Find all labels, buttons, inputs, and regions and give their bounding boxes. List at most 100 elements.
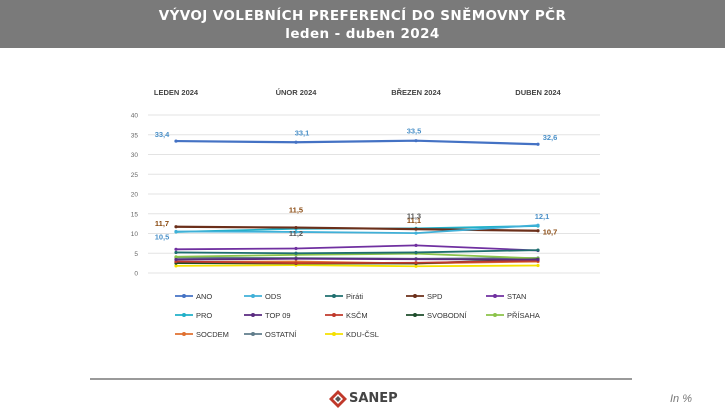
legend-marker: [182, 313, 186, 317]
data-point: [174, 247, 178, 251]
y-tick-label: 30: [131, 152, 139, 159]
data-point: [414, 264, 418, 268]
data-label: 33,1: [295, 128, 310, 137]
chart-title: VÝVOJ VOLEBNÍCH PREFERENCÍ DO SNĚMOVNY P…: [158, 8, 567, 24]
legend-label: KDU-ČSL: [346, 330, 379, 339]
legend-label: ANO: [196, 292, 212, 301]
legend-marker: [493, 313, 497, 317]
data-point: [414, 227, 418, 231]
data-point: [536, 248, 540, 252]
data-point: [536, 142, 540, 146]
legend-item: STAN: [486, 292, 526, 301]
legend-label: OSTATNÍ: [265, 330, 297, 339]
data-point: [414, 231, 418, 235]
data-point: [294, 261, 298, 265]
data-label: 11,7: [155, 219, 169, 228]
data-point: [536, 229, 540, 233]
legend-item: Piráti: [325, 292, 363, 301]
series-line: [175, 257, 539, 261]
chart-grid: [148, 114, 600, 274]
x-category-label: DUBEN 2024: [515, 88, 561, 97]
data-point: [414, 261, 418, 265]
data-point: [174, 139, 178, 143]
x-category-label: LEDEN 2024: [154, 88, 199, 97]
legend-marker: [182, 294, 186, 298]
legend-item: KDU-ČSL: [325, 330, 379, 339]
legend-item: SVOBODNÍ: [406, 311, 468, 320]
y-axis-ticks: 0 5 10 15 20 25 30 35 40: [131, 113, 139, 278]
legend-marker: [332, 332, 336, 336]
legend-marker: [251, 313, 255, 317]
logo-text: SANEP: [349, 391, 398, 406]
series-line: [175, 264, 539, 268]
legend-item: OSTATNÍ: [244, 330, 297, 339]
series-line: [175, 252, 539, 260]
series-line: [175, 259, 539, 265]
legend-item: ANO: [175, 292, 212, 301]
legend-item: PRO: [175, 311, 212, 320]
y-tick-label: 10: [131, 231, 139, 238]
data-label: 11,3: [407, 211, 421, 220]
data-point: [294, 257, 298, 261]
data-point: [414, 257, 418, 261]
x-category-label: BŘEZEN 2024: [391, 88, 441, 97]
data-point: [174, 257, 178, 262]
series-line: [175, 249, 539, 255]
chart-legend: ANO ODS Piráti SPD STAN PRO TOP 09 KSČM SVOBODNÍ…: [175, 292, 540, 339]
series-line: [175, 224, 539, 235]
unit-note: In %: [670, 393, 693, 405]
data-point: [174, 225, 178, 229]
data-label: 33,4: [155, 130, 170, 139]
legend-marker: [413, 294, 417, 298]
legend-marker: [251, 332, 255, 336]
y-tick-label: 20: [131, 192, 139, 199]
legend-item: KSČM: [325, 311, 368, 320]
series-line: [175, 244, 539, 252]
legend-item: ODS: [244, 292, 281, 301]
chart-subtitle: leden - duben 2024: [285, 26, 440, 42]
series-line: [175, 139, 539, 146]
legend-label: STAN: [507, 292, 526, 301]
legend-marker: [332, 313, 336, 317]
chart-header: VÝVOJ VOLEBNÍCH PREFERENCÍ DO SNĚMOVNY P…: [0, 0, 725, 48]
y-tick-label: 35: [131, 132, 139, 139]
x-category-label: ÚNOR 2024: [276, 88, 318, 97]
legend-item: PŘÍSAHA: [486, 311, 540, 320]
footer-divider: [90, 378, 632, 380]
data-point: [174, 250, 178, 255]
legend-marker: [182, 332, 186, 336]
x-axis-categories: LEDEN 2024 ÚNOR 2024 BŘEZEN 2024 DUBEN 2024: [154, 88, 562, 97]
legend-item: SOCDEM: [175, 330, 229, 339]
data-label: 10,5: [155, 233, 170, 242]
legend-label: KSČM: [346, 311, 368, 320]
y-tick-label: 15: [131, 211, 139, 218]
data-point: [294, 251, 298, 255]
data-point: [294, 246, 298, 251]
y-tick-label: 5: [134, 251, 138, 258]
data-point: [536, 263, 540, 268]
data-label: 12,1: [535, 212, 550, 221]
data-point: [536, 257, 540, 262]
sanep-logo-icon: [329, 390, 347, 408]
legend-marker: [332, 294, 336, 298]
legend-label: SVOBODNÍ: [427, 311, 468, 320]
data-label: 33,5: [407, 127, 422, 136]
data-label: 11,1: [407, 216, 421, 225]
y-tick-label: 40: [131, 113, 139, 120]
legend-label: SOCDEM: [196, 330, 229, 339]
data-labels: 33,4 33,1 33,5 32,6 10,5 12,1 11,7 11,5 11,1 10,7…: [155, 127, 558, 242]
legend-marker: [493, 294, 497, 298]
legend-label: PŘÍSAHA: [507, 311, 540, 320]
data-point: [414, 250, 418, 255]
data-label: 11,2: [289, 229, 303, 238]
data-point: [174, 255, 178, 259]
legend-label: SPD: [427, 292, 443, 301]
data-point: [414, 139, 418, 143]
data-point: [294, 230, 298, 234]
legend-label: Piráti: [346, 292, 363, 301]
line-chart: 0 5 10 15 20 25 30 35 40 LEDEN 2024 ÚNOR 2024 BŘEZ…: [131, 88, 600, 339]
legend-label: ODS: [265, 292, 281, 301]
data-point: [294, 140, 298, 144]
data-label: 10,7: [543, 228, 558, 237]
data-label: 32,6: [543, 133, 558, 142]
